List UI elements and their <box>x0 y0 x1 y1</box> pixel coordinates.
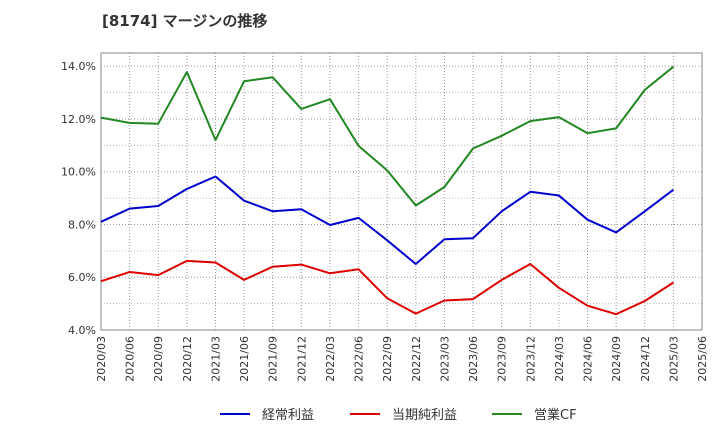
y-tick-label: 12.0% <box>61 113 96 126</box>
x-tick-label: 2020/09 <box>152 336 165 382</box>
x-tick-label: 2021/06 <box>238 336 251 382</box>
series-line <box>100 175 675 265</box>
x-tick-label: 2021/03 <box>209 336 222 382</box>
x-tick-label: 2023/09 <box>496 336 509 382</box>
grid-lines <box>100 53 703 331</box>
y-tick-label: 6.0% <box>68 271 96 284</box>
plot-frame <box>100 52 703 331</box>
x-tick-label: 2021/12 <box>295 336 308 382</box>
y-tick-label: 14.0% <box>61 60 96 73</box>
y-tick-label: 8.0% <box>68 218 96 231</box>
x-tick-label: 2020/03 <box>95 336 108 382</box>
legend: 経常利益 当期純利益 営業CF <box>220 407 577 423</box>
chart-title: [8174] マージンの推移 <box>102 12 268 30</box>
series-line <box>100 65 675 207</box>
x-tick-label: 2025/03 <box>667 336 680 382</box>
x-tick-label: 2024/03 <box>553 336 566 382</box>
series-line <box>100 259 674 316</box>
x-tick-label: 2022/09 <box>381 336 394 382</box>
x-tick-label: 2023/03 <box>438 336 451 382</box>
legend-label: 当期純利益 <box>392 408 457 423</box>
y-tick-label: 4.0% <box>68 324 96 337</box>
x-tick-label: 2021/09 <box>267 336 280 382</box>
x-tick-label: 2024/06 <box>582 336 595 382</box>
x-tick-label: 2020/06 <box>124 336 137 382</box>
x-tick-label: 2022/06 <box>353 336 366 382</box>
x-tick-label: 2023/06 <box>467 336 480 382</box>
series-lines <box>100 65 675 316</box>
y-tick-label: 10.0% <box>61 166 96 179</box>
x-tick-label: 2024/09 <box>610 336 623 382</box>
x-tick-label: 2023/12 <box>524 336 537 382</box>
axes: 4.0% 6.0% 8.0% 10.0% 12.0% 14.0% 2020/03 2020/0… <box>61 52 709 382</box>
x-tick-label: 2020/12 <box>181 336 194 382</box>
legend-label: 営業CF <box>534 407 577 423</box>
x-tick-label: 2022/03 <box>324 336 337 382</box>
x-tick-label: 2024/12 <box>639 336 652 382</box>
x-tick-label: 2022/12 <box>410 336 423 382</box>
legend-label: 経常利益 <box>262 408 314 423</box>
x-tick-label: 2025/06 <box>696 336 709 382</box>
